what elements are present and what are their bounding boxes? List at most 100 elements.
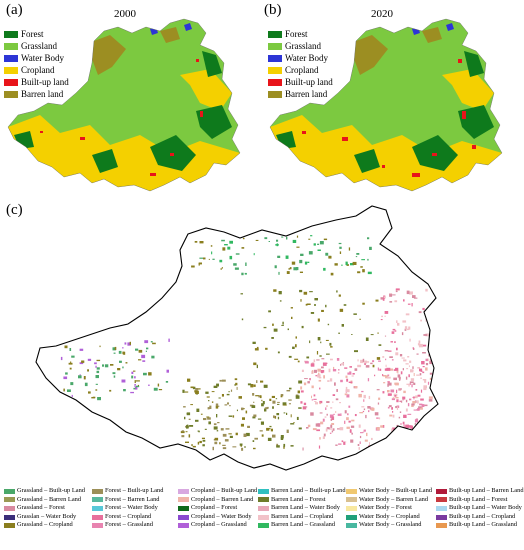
transition-pixel [286,429,289,433]
transition-pixel [334,263,338,266]
transition-pixel [348,381,353,383]
transition-pixel [87,369,89,372]
transition-pixel [417,367,420,369]
transition-pixel [241,318,244,321]
transition-pixel [274,415,277,419]
transition-pixel [311,399,314,401]
transition-pixel [81,360,85,363]
transition-pixel [402,396,406,400]
transition-pixel [394,330,397,332]
transition-legend-item: Forest – Built-up Land [92,487,163,494]
transition-pixel [377,367,379,371]
transition-pixel [322,362,327,366]
transition-pixel [229,240,233,244]
transition-pixel [273,328,278,332]
transition-pixel [363,394,366,399]
transition-legend-swatch [4,523,15,529]
transition-pixel [425,441,430,445]
transition-pixel [395,288,400,291]
transition-pixel [256,364,258,369]
transition-pixel [381,315,383,318]
transition-pixel [321,309,324,312]
legend-label: Water Body [285,53,329,63]
transition-pixel [363,399,365,402]
transition-pixel [298,380,303,384]
transition-pixel [403,390,406,394]
transition-pixel [290,307,293,309]
transition-pixel [232,446,237,448]
transition-pixel [235,382,238,386]
map-outline [269,18,503,192]
transition-pixel [325,252,329,256]
transition-pixel [424,404,428,407]
transition-pixel [203,418,207,421]
transition-pixel [313,398,317,400]
transition-pixel [387,393,392,396]
transition-pixel [364,439,368,442]
transition-pixel [350,263,354,266]
legend-swatch [4,91,18,98]
transition-pixel [346,417,349,421]
transition-pixel [239,443,243,446]
transition-pixel [427,358,429,362]
transition-pixel [187,378,191,382]
transition-pixel [295,344,297,348]
panel-c-label: (c) [6,202,23,218]
transition-map-content [35,205,439,471]
transition-pixel [118,350,122,354]
transition-pixel [330,272,334,276]
transition-legend-label: Barren Land – Forest [271,495,326,503]
transition-pixel [337,372,340,374]
transition-pixel [344,410,347,414]
transition-pixel [362,431,365,433]
transition-pixel [240,423,244,427]
transition-pixel [198,388,201,390]
transition-pixel [339,402,341,404]
transition-pixel [418,311,422,314]
transition-pixel [348,247,351,251]
legend-swatch [4,43,18,50]
transition-pixel [168,338,170,342]
transition-legend-swatch [178,523,189,529]
transition-pixel [289,387,292,390]
transition-pixel [314,298,318,301]
transition-pixel [316,359,320,361]
transition-pixel [256,380,258,383]
transition-pixel [409,398,412,401]
transition-pixel [79,374,81,376]
transition-pixel [319,400,323,404]
transition-pixel [387,406,390,409]
transition-pixel [92,396,96,399]
transition-pixel [315,375,318,377]
transition-pixel [190,404,193,406]
transition-pixel [394,382,399,385]
transition-pixel [406,383,410,385]
transition-pixel [278,291,282,295]
transition-pixel [71,394,73,397]
transition-legend-swatch [258,488,269,494]
transition-pixel [376,357,381,360]
transition-pixel [382,298,385,301]
transition-pixel [380,319,383,321]
transition-pixel [322,436,325,439]
transition-pixel [411,303,413,307]
transition-pixel [119,360,122,363]
transition-pixel [215,403,219,407]
transition-pixel [262,401,265,405]
transition-pixel [407,403,410,407]
transition-pixel [382,375,387,377]
transition-pixel [330,418,333,421]
transition-pixel [351,432,353,435]
transition-pixel [389,368,393,371]
legend-label: Cropland [21,65,55,75]
barren-area [354,35,388,75]
transition-pixel [347,372,352,375]
transition-pixel [360,432,364,434]
legend-item: Built-up land [268,78,333,87]
transition-pixel [398,416,401,419]
transition-pixel [158,389,163,391]
transition-pixel [421,404,425,407]
transition-pixel [385,364,387,368]
transition-pixel [286,271,290,274]
transition-pixel [421,426,424,429]
